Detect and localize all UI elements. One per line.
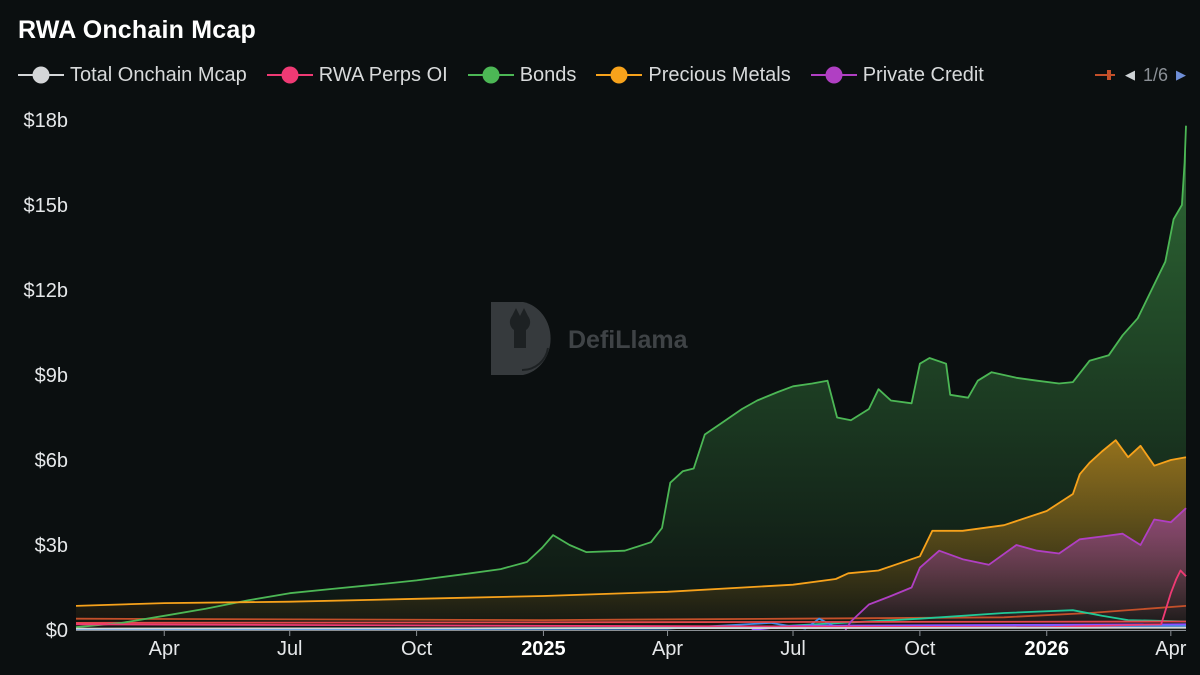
llama-logo-icon: [491, 302, 551, 375]
y-tick-label: $18b: [24, 110, 69, 132]
area-private-credit: [845, 508, 1186, 630]
legend-marker-icon: [266, 66, 313, 84]
series-line-private-credit: [844, 507, 1187, 631]
chart-legend: Total Onchain Mcap RWA Perps OI Bonds Preci…: [18, 61, 1188, 89]
legend-item-precious-metals[interactable]: Precious Metals: [596, 63, 791, 87]
legend-marker-icon: [18, 66, 64, 84]
x-axis: Apr Jul Oct 2025 Apr Jul Oct 2026 Apr: [76, 630, 1187, 660]
x-tick-label: 2025: [521, 638, 566, 660]
legend-marker-icon: [467, 66, 514, 84]
y-tick-label: $12b: [24, 280, 69, 302]
legend-partial-item[interactable]: [1094, 61, 1117, 89]
series-line-rwa-perps-oi: [75, 569, 1187, 629]
legend-pager: ◀ 1/6 ▶: [1084, 61, 1194, 89]
legend-marker-icon: [810, 66, 857, 84]
triangle-left-icon[interactable]: ◀: [1124, 67, 1135, 82]
x-tick-label: Jul: [277, 638, 303, 660]
series-layer: [75, 125, 1187, 631]
y-tick-label: $3b: [35, 535, 68, 557]
minor-series-line: [75, 605, 1187, 622]
series-line-bonds: [75, 125, 1187, 629]
watermark-text: DefiLlama: [568, 326, 689, 354]
minor-series-line: [75, 617, 1187, 631]
legend-label: Total Onchain Mcap: [70, 63, 247, 86]
legend-item-total-onchain-mcap[interactable]: Total Onchain Mcap: [18, 64, 247, 87]
y-tick-label: $15b: [24, 195, 69, 217]
area-bonds: [76, 125, 1186, 630]
series-line-total-onchain-mcap: [75, 626, 1187, 630]
y-axis: $0 $3b $6b $9b $12b $15b $18b: [24, 110, 69, 642]
area-precious-metals: [76, 440, 1186, 630]
minor-series-line: [75, 609, 1187, 631]
legend-page-indicator: 1/6: [1142, 64, 1168, 85]
legend-label: Precious Metals: [648, 63, 791, 86]
x-tick-label: Apr: [652, 638, 683, 660]
x-tick-label: Oct: [401, 638, 433, 660]
x-tick-label: Apr: [149, 638, 180, 660]
watermark: DefiLlama: [491, 302, 689, 375]
x-tick-label: Oct: [904, 638, 936, 660]
legend-item-rwa-perps-oi[interactable]: RWA Perps OI: [266, 63, 448, 87]
legend-marker-icon: [596, 66, 643, 84]
y-tick-label: $9b: [35, 365, 68, 387]
legend-item-bonds[interactable]: Bonds: [467, 63, 577, 87]
y-tick-label: $0: [46, 620, 68, 642]
legend-label: Private Credit: [862, 63, 984, 86]
legend-item-private-credit[interactable]: Private Credit: [810, 63, 984, 87]
legend-label: Bonds: [519, 63, 577, 86]
y-tick-label: $6b: [35, 450, 68, 472]
minor-series-line: [751, 623, 1187, 631]
triangle-right-icon[interactable]: ▶: [1176, 67, 1186, 82]
minor-series-line: [75, 620, 1187, 624]
chart-title: RWA Onchain Mcap: [18, 16, 256, 44]
x-tick-label: Jul: [780, 638, 806, 660]
legend-label: RWA Perps OI: [318, 63, 448, 86]
x-tick-label: Apr: [1155, 638, 1186, 660]
legend-partial-marker-icon: [1094, 70, 1115, 80]
series-line-precious-metals: [75, 439, 1187, 607]
x-tick-label: 2026: [1024, 638, 1069, 660]
